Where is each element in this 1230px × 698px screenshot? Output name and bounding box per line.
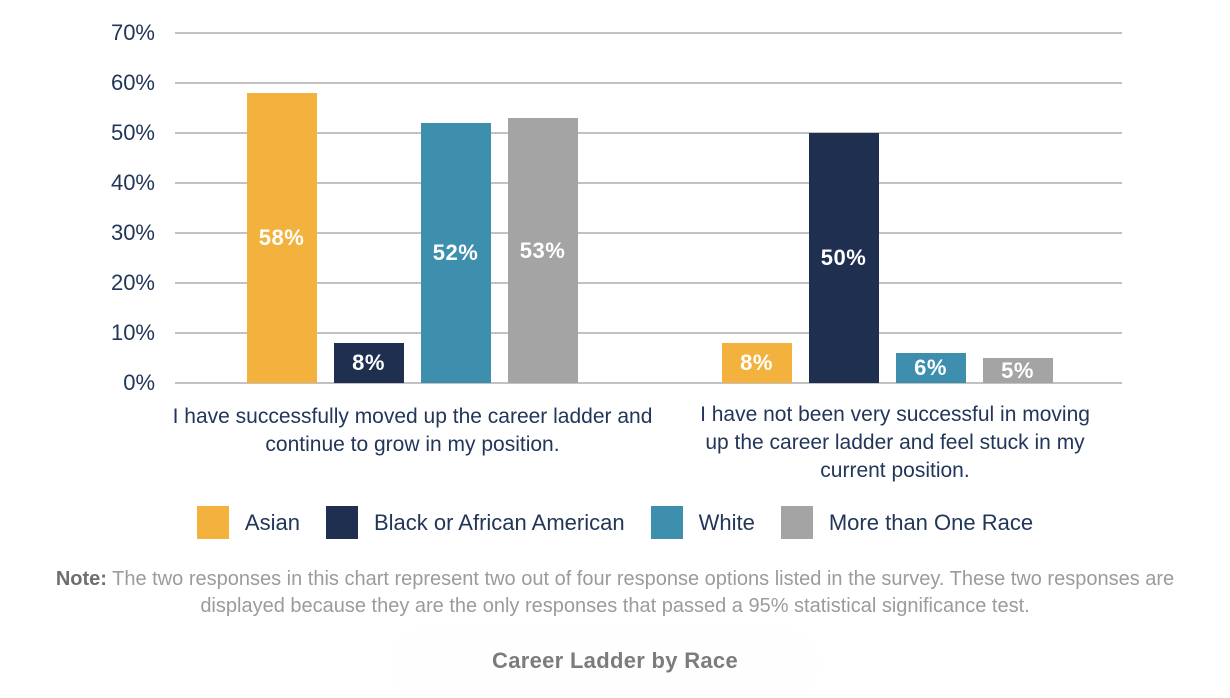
bar-black-or-african-american-group-2: 50% — [808, 133, 879, 383]
chart-title: Career Ladder by Race — [492, 648, 738, 673]
legend-item-more-than-one-race: More than One Race — [780, 506, 1034, 539]
note-label: Note: — [55, 568, 107, 590]
category-label-not-successful: I have not been very successful in movin… — [700, 403, 1090, 482]
bar-value-label: 6% — [914, 355, 947, 380]
category-label-moved-up: I have successfully moved up the career … — [172, 405, 653, 456]
legend-label: White — [698, 509, 755, 535]
note-text: The two responses in this chart represen… — [112, 568, 1175, 617]
legend-label: Asian — [244, 509, 300, 535]
bar-value-label: 8% — [352, 350, 385, 375]
gridline — [175, 282, 1122, 284]
bar-asian-group-2: 8% — [721, 343, 792, 383]
y-axis-tick-label: 50% — [110, 120, 155, 145]
gridline — [175, 132, 1122, 134]
y-axis-tick-label: 40% — [110, 170, 155, 195]
legend-item-black-or-african-american: Black or African American — [325, 506, 625, 539]
bar-value-label: 5% — [1001, 357, 1034, 383]
gridline — [175, 82, 1122, 84]
y-axis-tick-label: 30% — [110, 220, 155, 245]
y-axis-tick-label: 60% — [110, 70, 155, 95]
gridline — [175, 332, 1122, 334]
bar-value-label: 58% — [258, 225, 305, 250]
bar-more-than-one-race-group-2: 5% — [982, 357, 1053, 383]
gridline — [175, 182, 1122, 184]
bar-asian-group-1: 58% — [246, 93, 317, 383]
bar-value-label: 53% — [519, 237, 566, 263]
legend-swatch — [325, 506, 358, 539]
bar-value-label: 50% — [820, 245, 867, 270]
y-axis-tick-label: 70% — [110, 20, 155, 45]
title-background — [392, 630, 818, 696]
y-axis-tick-label: 10% — [110, 320, 155, 345]
chart-note: Note: The two responses in this chart re… — [40, 566, 1190, 620]
legend-swatch — [780, 506, 813, 539]
bar-value-label: 8% — [740, 350, 773, 375]
legend-label: More than One Race — [828, 509, 1034, 535]
legend: Asian Black or African American White More … — [0, 506, 1230, 539]
legend-label: Black or African American — [373, 509, 625, 535]
gridline — [175, 32, 1122, 34]
bar-black-or-african-american-group-1: 8% — [333, 343, 404, 383]
bar-white-group-2: 6% — [895, 353, 966, 383]
gridline — [175, 232, 1122, 234]
bar-more-than-one-race-group-1: 53% — [507, 118, 578, 383]
bar-value-label: 52% — [432, 240, 479, 265]
gridline — [175, 382, 1122, 384]
legend-swatch — [196, 506, 229, 539]
legend-item-asian: Asian — [196, 506, 300, 539]
legend-item-white: White — [650, 506, 755, 539]
bar-white-group-1: 52% — [420, 123, 491, 383]
y-axis-tick-label: 0% — [123, 370, 155, 395]
y-axis-tick-label: 20% — [110, 270, 155, 295]
legend-swatch — [650, 506, 683, 539]
